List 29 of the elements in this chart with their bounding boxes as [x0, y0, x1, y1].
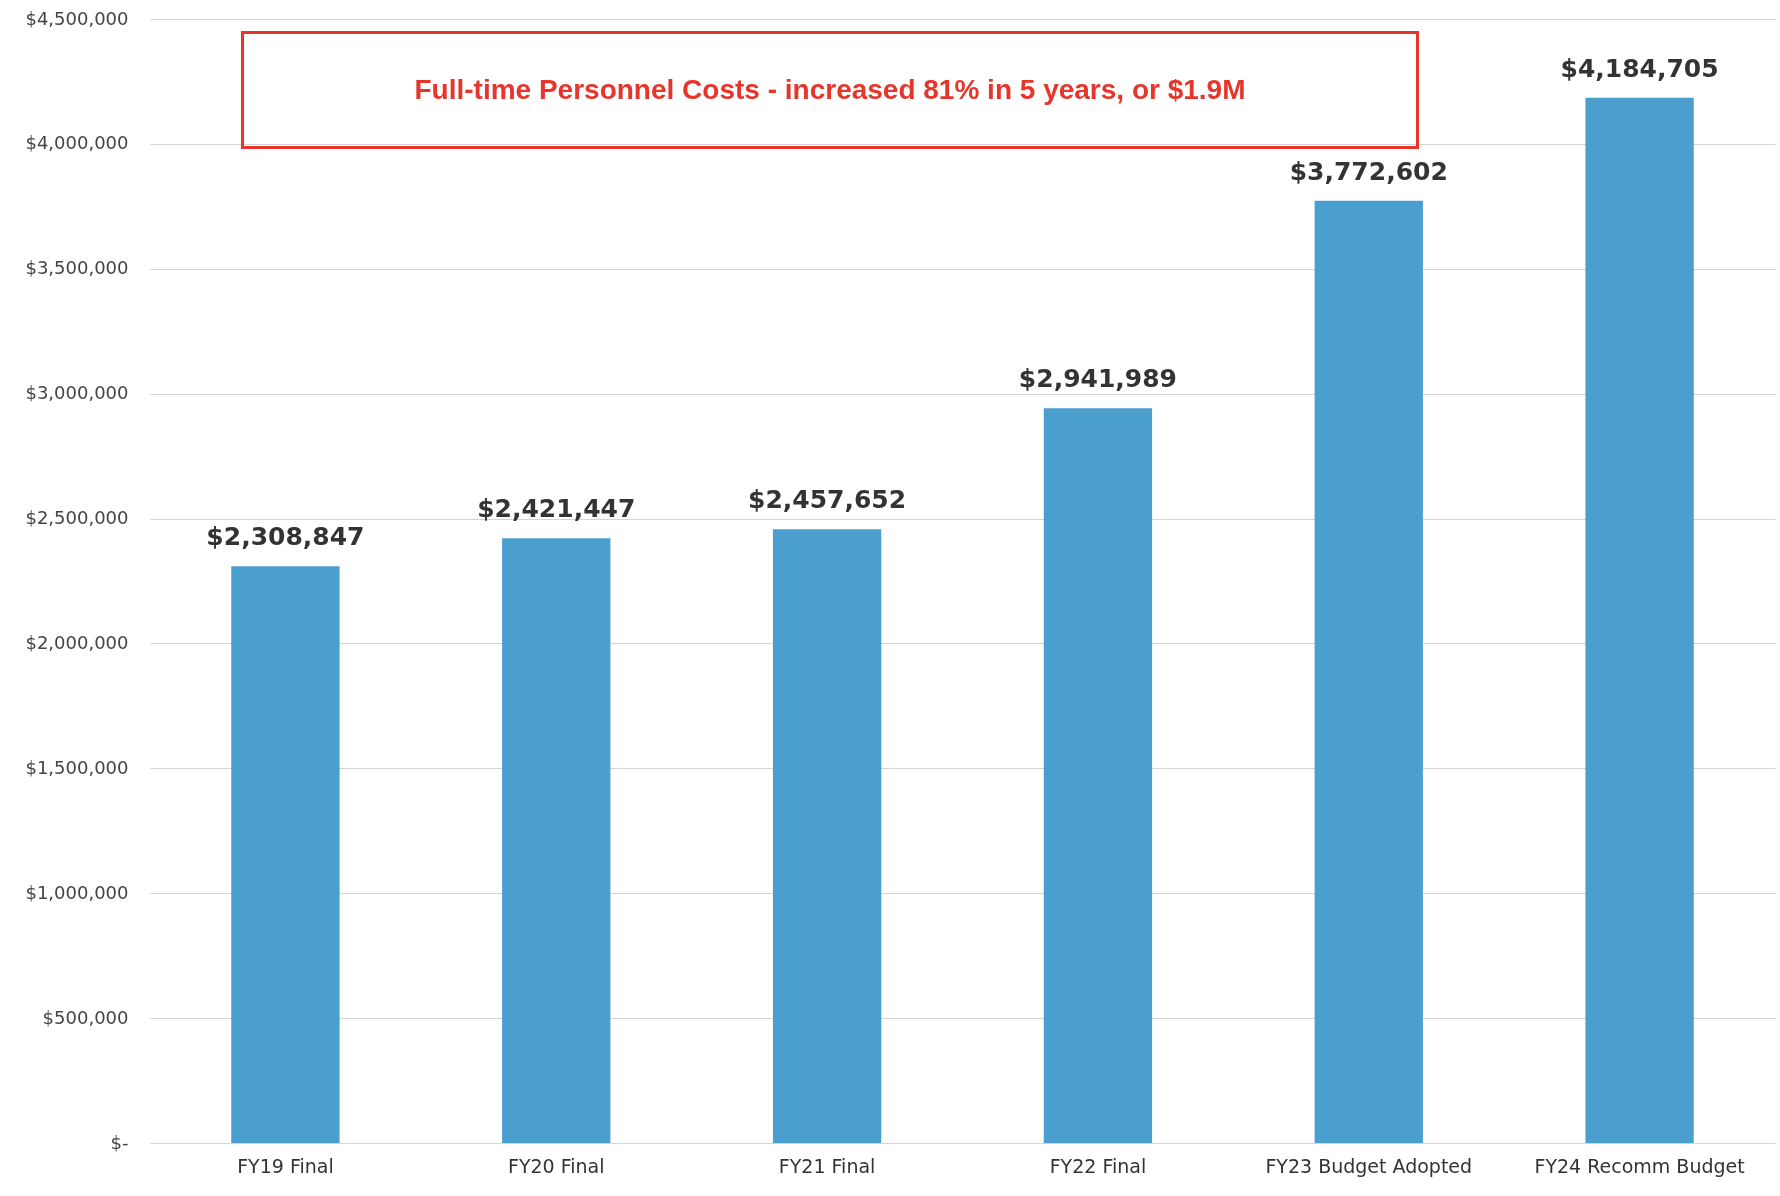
x-tick-label: FY22 Final — [1049, 1154, 1147, 1177]
bar — [1043, 408, 1153, 1143]
y-tick-label: $2,500,000 — [25, 507, 129, 529]
x-tick-label: FY21 Final — [778, 1154, 876, 1177]
bar — [772, 529, 882, 1143]
y-tick-label: $3,500,000 — [25, 257, 129, 279]
y-tick-label: $- — [110, 1131, 129, 1153]
bar — [1585, 97, 1694, 1143]
bar — [1314, 200, 1423, 1143]
y-tick-label: $1,000,000 — [25, 881, 129, 903]
data-label: $2,421,447 — [477, 494, 636, 524]
y-tick-label: $4,000,000 — [25, 132, 129, 154]
x-tick-label: FY20 Final — [507, 1154, 605, 1177]
bar — [502, 538, 611, 1143]
y-tick-label: $3,000,000 — [25, 382, 129, 404]
y-tick-label: $4,500,000 — [25, 7, 129, 29]
title-frame: Full-time Personnel Costs - increased 81% in 5 years, or $1.9M — [241, 31, 1419, 149]
data-label: $4,184,705 — [1560, 53, 1719, 83]
data-label: $2,941,989 — [1018, 364, 1177, 394]
x-tick-label: FY23 Budget Adopted — [1265, 1154, 1473, 1177]
y-tick-label: $500,000 — [42, 1006, 129, 1028]
data-label: $3,772,602 — [1289, 156, 1448, 186]
bar — [231, 566, 340, 1143]
x-tick-label: FY19 Final — [237, 1154, 334, 1177]
y-tick-label: $1,500,000 — [25, 756, 129, 778]
data-label: $2,457,652 — [748, 485, 907, 515]
y-tick-label: $2,000,000 — [25, 631, 129, 653]
x-tick-label: FY24 Recomm Budget — [1534, 1154, 1745, 1177]
data-label: $2,308,847 — [206, 522, 365, 552]
